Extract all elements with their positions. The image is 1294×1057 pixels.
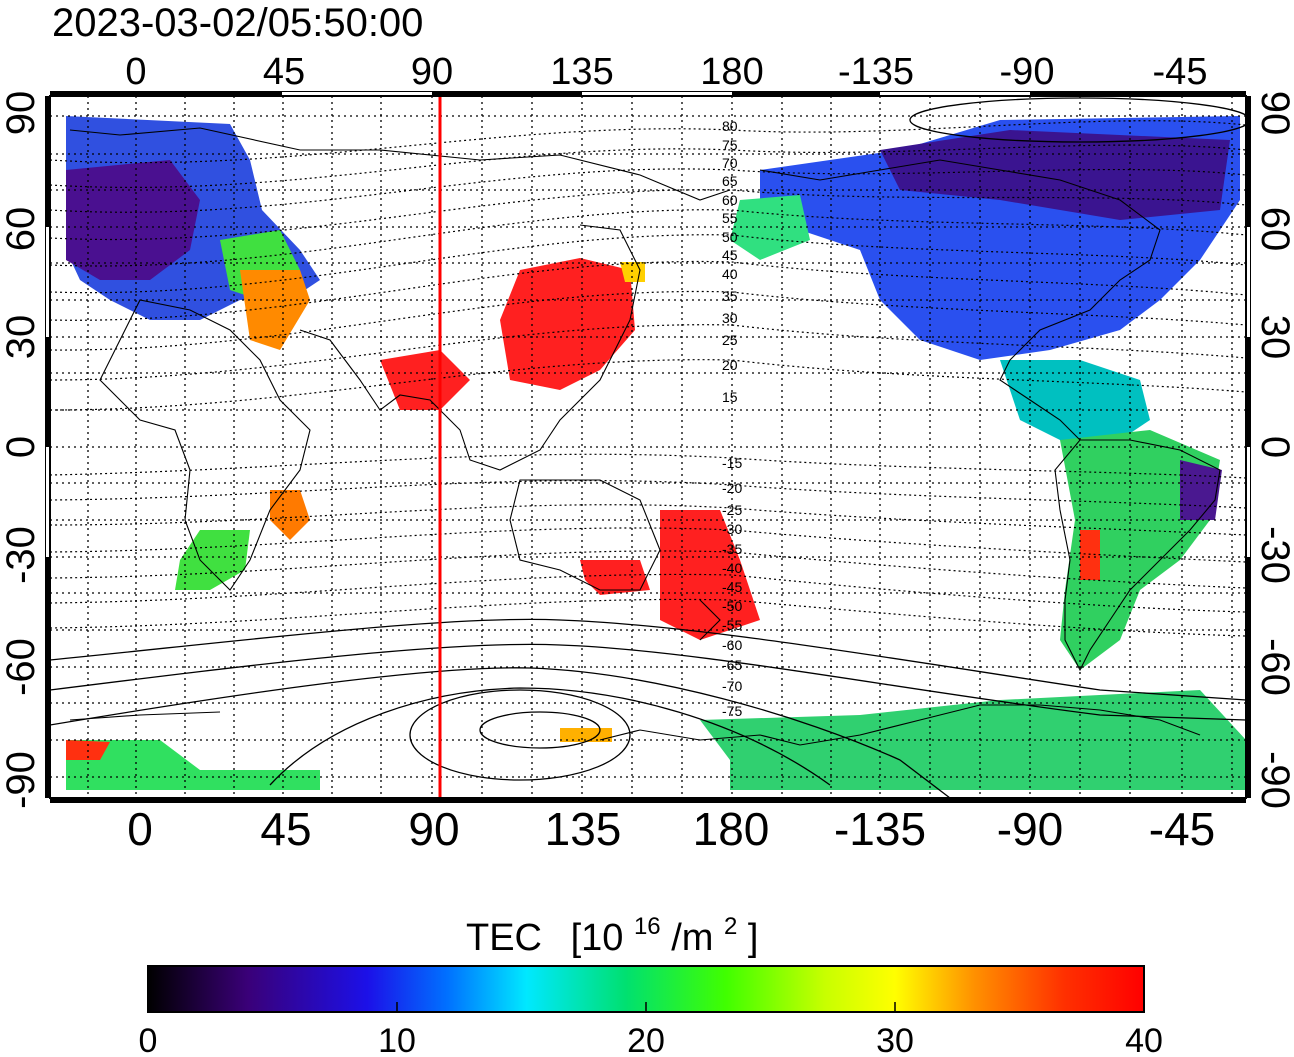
colorbar-title: TEC [10 16 /m 2 ] <box>466 901 758 959</box>
left-lat-label: -60 <box>0 638 43 696</box>
geomag-label: 60 <box>722 192 738 208</box>
auroral-contours <box>50 97 1246 798</box>
geomag-label: 40 <box>722 266 738 282</box>
geomag-label: 25 <box>722 332 738 348</box>
geomag-label: -55 <box>722 617 742 633</box>
left-lat-label: -90 <box>0 751 43 809</box>
colorbar-unit-exponent: 16 <box>634 913 661 940</box>
geomag-label: -70 <box>722 678 742 694</box>
bottom-lon-label: 90 <box>408 803 459 855</box>
colorbar-tick-label: 0 <box>139 1022 158 1057</box>
bottom-lon-label: 180 <box>693 803 770 855</box>
colorbar-unit-suffix: ] <box>748 917 759 959</box>
top-lon-label: 180 <box>700 51 763 93</box>
tec-region-asia <box>500 258 635 390</box>
tec-region-central-america <box>1000 360 1150 440</box>
colorbar-tick-label: 10 <box>378 1022 416 1057</box>
right-lat-label: -30 <box>1253 526 1294 584</box>
tec-region-africa-south <box>175 530 250 590</box>
geomag-label: 20 <box>722 357 738 373</box>
geomag-label: 35 <box>722 288 738 304</box>
geomagnetic-labels: 80 75 70 65 60 55 50 45 40 35 30 25 20 1… <box>722 118 742 719</box>
bottom-lon-labels: 0 45 90 135 180 -135 -90 -45 <box>127 803 1215 855</box>
colorbar-unit-mid: /m <box>671 917 713 959</box>
right-lat-labels: 90 60 30 0 -30 -60 -90 <box>1253 91 1294 809</box>
tec-region-brazil-dark <box>1180 460 1222 520</box>
top-lon-label: -135 <box>838 51 914 93</box>
left-lat-label: 90 <box>0 91 43 136</box>
geomag-label: 55 <box>722 210 738 226</box>
bottom-lon-label: 0 <box>127 803 153 855</box>
geomag-label: 80 <box>722 118 738 134</box>
top-lon-label: 135 <box>550 51 613 93</box>
left-lat-labels: 90 60 30 0 -30 -60 -90 <box>0 91 43 809</box>
colorbar-unit-power: 2 <box>724 913 737 940</box>
tec-region-andes-red <box>1080 530 1100 580</box>
top-lon-label: -90 <box>1000 51 1055 93</box>
geomag-label: -50 <box>722 598 742 614</box>
bottom-lon-label: -45 <box>1149 803 1215 855</box>
geomag-label: -65 <box>722 657 742 673</box>
bottom-lon-label: 45 <box>260 803 311 855</box>
tec-data-layer <box>66 116 1246 790</box>
right-lat-label: 60 <box>1253 207 1294 252</box>
tec-region-antarctic-yellow <box>560 728 612 742</box>
geomag-label: 45 <box>722 247 738 263</box>
geomagnetic-contours <box>50 120 1246 637</box>
geomag-label: 70 <box>722 155 738 171</box>
coastlines <box>69 127 1221 746</box>
right-lat-label: 30 <box>1253 315 1294 360</box>
geomag-label: -45 <box>722 579 742 595</box>
geomag-label: -30 <box>722 521 742 537</box>
timestamp-title: 2023-03-02/05:50:00 <box>52 1 423 45</box>
colorbar: 0 10 20 30 40 <box>139 965 1163 1057</box>
geomag-label: 50 <box>722 229 738 245</box>
top-lon-labels: 0 45 90 135 180 -135 -90 -45 <box>125 51 1207 93</box>
geomag-label: -35 <box>722 541 742 557</box>
colorbar-tick-label: 30 <box>876 1022 914 1057</box>
colorbar-unit-prefix: [10 <box>571 917 624 959</box>
left-lat-label: 60 <box>0 207 43 252</box>
geomag-label: 15 <box>722 389 738 405</box>
tec-region-europe-orange <box>240 270 310 350</box>
colorbar-tick-label: 40 <box>1125 1022 1163 1057</box>
bottom-lon-label: -135 <box>834 803 926 855</box>
graticule <box>50 96 1246 798</box>
geomag-label: -40 <box>722 560 742 576</box>
left-lat-label: 0 <box>0 436 43 458</box>
right-lat-label: -60 <box>1253 638 1294 696</box>
geomag-label: -60 <box>722 637 742 653</box>
tec-region-canada-dark <box>880 130 1230 220</box>
bottom-lon-label: 135 <box>545 803 622 855</box>
top-lon-label: -45 <box>1153 51 1208 93</box>
colorbar-title-text: TEC <box>466 917 542 959</box>
colorbar-ticks <box>147 1002 1145 1012</box>
top-lon-label: 90 <box>411 51 453 93</box>
left-lat-label: 30 <box>0 315 43 360</box>
map-panel: 80 75 70 65 60 55 50 45 40 35 30 25 20 1… <box>45 91 1251 803</box>
right-lat-label: 0 <box>1253 436 1294 458</box>
geomag-label: 30 <box>722 310 738 326</box>
tec-region-australia <box>580 560 650 595</box>
geomag-label: 75 <box>722 137 738 153</box>
geomag-label: -25 <box>722 502 742 518</box>
colorbar-tick-label: 20 <box>627 1022 665 1057</box>
tec-region-africa-east <box>270 490 310 540</box>
geomag-label: 65 <box>722 173 738 189</box>
left-lat-label: -30 <box>0 526 43 584</box>
top-lon-label: 45 <box>263 51 305 93</box>
top-lon-label: 0 <box>125 51 146 93</box>
right-lat-label: 90 <box>1253 91 1294 136</box>
geomag-label: -15 <box>722 455 742 471</box>
right-lat-label: -90 <box>1253 751 1294 809</box>
bottom-lon-label: -90 <box>997 803 1063 855</box>
geomag-label: -20 <box>722 480 742 496</box>
geomag-label: -75 <box>722 703 742 719</box>
frame-bar-gaps <box>46 92 1250 557</box>
